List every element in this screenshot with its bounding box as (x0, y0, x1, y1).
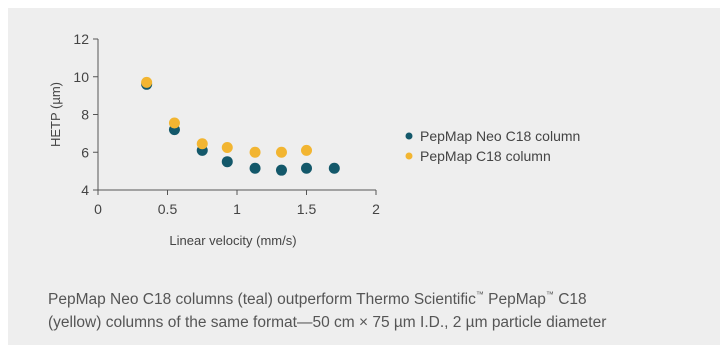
x-tick-label: 0 (94, 201, 102, 217)
trademark-symbol: ™ (475, 290, 484, 299)
yellow-data-point (221, 142, 233, 154)
y-tick-label: 12 (73, 31, 89, 47)
x-axis-title: Linear velocity (mm/s) (169, 233, 296, 248)
caption-text-2: PepMap (483, 291, 546, 308)
teal-data-point (301, 162, 312, 174)
teal-data-point (275, 164, 287, 176)
legend-marker (405, 152, 413, 160)
y-tick-label: 4 (81, 182, 89, 198)
yellow-data-point (141, 76, 153, 88)
teal-data-point (221, 156, 233, 168)
caption-text-1: PepMap Neo C18 columns (teal) outperform… (48, 291, 476, 308)
teal-data-point (249, 162, 261, 174)
y-axis-title: HETP (µm) (48, 82, 63, 147)
legend-label: PepMap C18 column (420, 148, 551, 164)
yellow-data-point (196, 138, 208, 150)
yellow-data-point (275, 146, 287, 158)
yellow-data-point (168, 117, 180, 129)
x-tick-label: 1.5 (297, 201, 317, 217)
caption-text-3: C18 (553, 291, 587, 308)
legend-marker (405, 132, 413, 140)
x-tick-label: 0.5 (158, 201, 178, 217)
trademark-symbol: ™ (545, 290, 554, 299)
yellow-data-point (301, 144, 312, 156)
figure-card: 0 0.5 1 1.5 2 4 6 8 10 12 Linear velocity (mm/s) HE… (8, 8, 720, 345)
x-tick-label: 1 (233, 201, 241, 217)
y-tick-label: 8 (81, 107, 89, 123)
figure-caption: PepMap Neo C18 columns (teal) outperform… (48, 283, 713, 334)
legend-label: PepMap Neo C18 column (420, 128, 580, 144)
scatter-chart: 0 0.5 1 1.5 2 4 6 8 10 12 Linear velocity (mm/s) HE… (48, 31, 580, 248)
teal-data-point (328, 162, 340, 174)
caption-text-4: (yellow) columns of the same format—50 c… (48, 314, 607, 331)
yellow-data-point (249, 146, 261, 158)
y-tick-label: 6 (81, 144, 89, 160)
x-tick-label: 2 (372, 201, 380, 217)
y-tick-label: 10 (73, 69, 89, 85)
